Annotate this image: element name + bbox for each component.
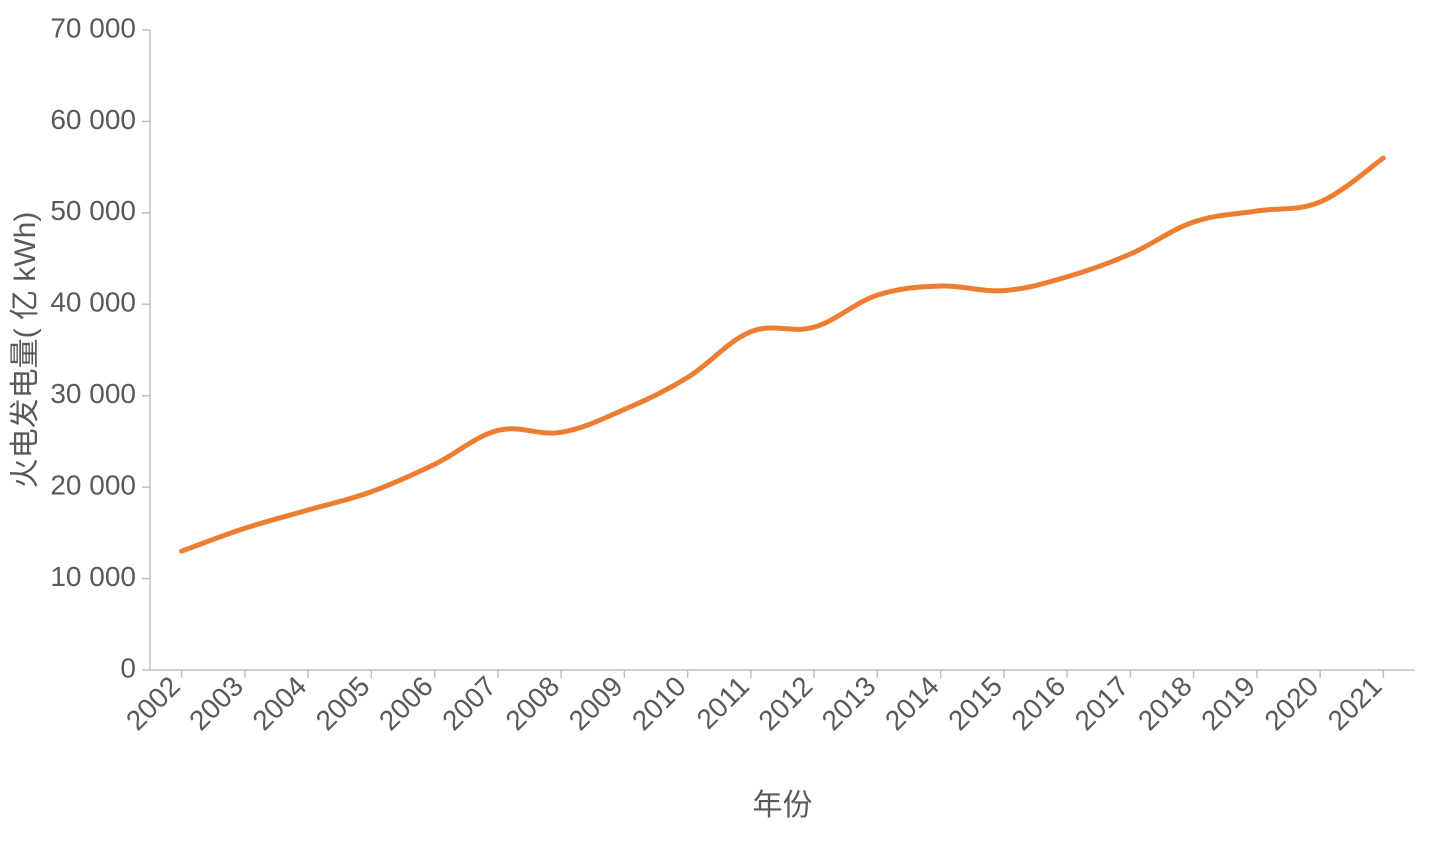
- y-tick-label: 20 000: [50, 470, 136, 501]
- y-tick-label: 0: [120, 652, 136, 683]
- x-tick-label: 2012: [752, 670, 818, 736]
- x-tick-label: 2015: [942, 670, 1008, 736]
- x-tick-label: 2018: [1132, 670, 1198, 736]
- x-tick-label: 2006: [373, 670, 439, 736]
- x-tick-label: 2020: [1258, 670, 1324, 736]
- x-tick-label: 2021: [1322, 670, 1388, 736]
- y-tick-label: 50 000: [50, 195, 136, 226]
- y-tick-label: 10 000: [50, 561, 136, 592]
- x-tick-label: 2008: [499, 670, 565, 736]
- x-tick-label: 2005: [310, 670, 376, 736]
- x-axis-title: 年份: [753, 789, 813, 822]
- y-tick-label: 40 000: [50, 287, 136, 318]
- x-tick-label: 2007: [436, 670, 502, 736]
- y-tick-label: 70 000: [50, 12, 136, 43]
- x-tick-label: 2016: [1005, 670, 1071, 736]
- line-chart: 0 10 000 20 000 30 000 40 000 50 000 60 000 70 …: [0, 0, 1445, 841]
- x-tick-label: 2003: [183, 670, 249, 736]
- series-line: [182, 158, 1384, 551]
- x-tick-label: 2019: [1195, 670, 1261, 736]
- x-tick-label: 2014: [879, 670, 945, 736]
- x-tick-label: 2004: [246, 670, 312, 736]
- y-axis-title: 火电发电量( 亿 kWh): [9, 212, 42, 489]
- x-tick-label: 2010: [626, 670, 692, 736]
- x-tick-label: 2013: [816, 670, 882, 736]
- y-tick-label: 60 000: [50, 104, 136, 135]
- y-tick-label: 30 000: [50, 378, 136, 409]
- x-tick-label: 2017: [1069, 670, 1135, 736]
- x-tick-label: 2009: [563, 670, 629, 736]
- chart-svg: 0 10 000 20 000 30 000 40 000 50 000 60 000 70 …: [0, 0, 1445, 841]
- x-tick-label: 2011: [691, 670, 756, 735]
